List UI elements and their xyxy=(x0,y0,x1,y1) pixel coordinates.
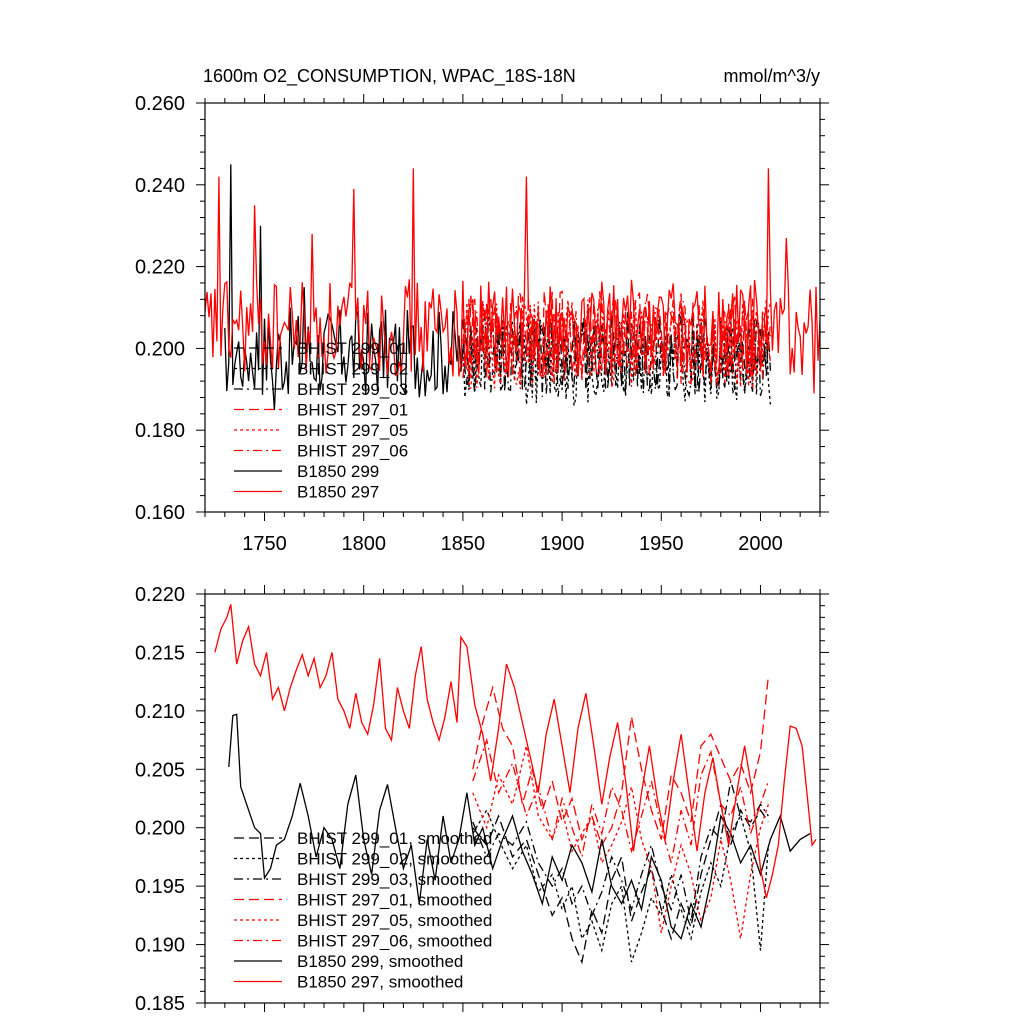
legend-label: B1850 299, smoothed xyxy=(297,952,463,971)
top-panel: 1600m O2_CONSUMPTION, WPAC_18S-18N mmol/… xyxy=(135,66,829,555)
legend-label: BHIST 299_01, smoothed xyxy=(297,829,492,848)
plot-frame xyxy=(204,593,821,1004)
y-tick-label: 0.200 xyxy=(135,338,185,360)
x-tick-label: 1950 xyxy=(639,533,684,555)
chart-title: 1600m O2_CONSUMPTION, WPAC_18S-18N xyxy=(203,66,576,87)
legend-label: BHIST 297_06, smoothed xyxy=(297,932,492,951)
legend-label: BHIST 297_01, smoothed xyxy=(297,891,492,910)
legend-item-b1850-297-smoothed: B1850 297, smoothed xyxy=(234,973,463,992)
legend-item-bhist-297-01: BHIST 297_01 xyxy=(234,401,408,420)
legend-item-bhist-299-03: BHIST 299_03 xyxy=(234,380,408,399)
y-tick-label: 0.205 xyxy=(135,759,185,781)
bottom-series-group xyxy=(214,604,817,965)
series-line-b1850-297 xyxy=(205,168,820,394)
x-tick-label: 2000 xyxy=(738,533,783,555)
legend-label: BHIST 297_01 xyxy=(297,401,408,420)
y-tick-label: 0.220 xyxy=(135,584,185,606)
legend-label: B1850 299 xyxy=(297,462,379,481)
series-line-bhist-299-01-smoothed xyxy=(472,801,769,965)
bottom-axes: 0.185 0.190 0.195 0.200 0.205 0.210 0.215 0.220 xyxy=(135,584,829,1015)
y-tick-label: 0.190 xyxy=(135,935,185,957)
x-tick-label: 1850 xyxy=(441,533,486,555)
series-line-bhist-299-03 xyxy=(462,316,772,398)
series-line-b1850-299-smoothed xyxy=(228,713,811,941)
y-tick-label: 0.200 xyxy=(135,818,185,840)
series-line-bhist-297-05-smoothed xyxy=(472,745,770,939)
legend-label: B1850 297 xyxy=(297,483,379,502)
series-line-b1850-297-smoothed xyxy=(214,604,817,898)
legend-item-bhist-297-05-smoothed: BHIST 297_05, smoothed xyxy=(234,911,492,930)
series-line-bhist-297-06-smoothed xyxy=(472,737,770,863)
series-line-bhist-299-02 xyxy=(462,315,772,406)
legend-item-bhist-299-01: BHIST 299_01 xyxy=(234,339,408,358)
legend-label: B1850 297, smoothed xyxy=(297,973,463,992)
y-tick-label: 0.240 xyxy=(135,175,185,197)
series-line-bhist-299-02-smoothed xyxy=(472,808,770,963)
bottom-legend: BHIST 299_01, smoothed BHIST 299_02, smoo… xyxy=(234,829,492,992)
legend-item-bhist-297-05: BHIST 297_05 xyxy=(234,421,408,440)
legend-item-bhist-297-06: BHIST 297_06 xyxy=(234,442,408,461)
x-tick-label: 1900 xyxy=(540,533,585,555)
legend-item-bhist-297-06-smoothed: BHIST 297_06, smoothed xyxy=(234,932,492,951)
top-axes: 1750 1800 1850 1900 1950 2000 0.160 0.180 0.200 0… xyxy=(135,93,829,555)
y-tick-label: 0.180 xyxy=(135,420,185,442)
y-tick-label: 0.160 xyxy=(135,502,185,524)
top-series-group xyxy=(205,164,820,410)
y-tick-label: 0.215 xyxy=(135,642,185,664)
legend-label: BHIST 297_05 xyxy=(297,421,408,440)
y-tick-label: 0.210 xyxy=(135,701,185,723)
y-tick-label: 0.195 xyxy=(135,876,185,898)
legend-item-bhist-299-01-smoothed: BHIST 299_01, smoothed xyxy=(234,829,492,848)
legend-label: BHIST 297_05, smoothed xyxy=(297,911,492,930)
plot-frame xyxy=(204,102,821,513)
legend-item-bhist-299-02: BHIST 299_02 xyxy=(234,360,408,379)
x-tick-label: 1800 xyxy=(341,533,386,555)
series-line-bhist-299-03-smoothed xyxy=(472,780,769,922)
legend-item-bhist-297-01-smoothed: BHIST 297_01, smoothed xyxy=(234,891,492,910)
y-tick-label: 0.185 xyxy=(135,993,185,1015)
legend-label: BHIST 299_02, smoothed xyxy=(297,850,492,869)
legend-item-b1850-299-smoothed: B1850 299, smoothed xyxy=(234,952,463,971)
bottom-panel: 0.185 0.190 0.195 0.200 0.205 0.210 0.215 0.220… xyxy=(135,584,829,1015)
y-tick-label: 0.220 xyxy=(135,257,185,279)
legend-label: BHIST 299_03 xyxy=(297,380,408,399)
legend-label: BHIST 299_02 xyxy=(297,360,408,379)
legend-label: BHIST 297_06 xyxy=(297,442,408,461)
legend-item-bhist-299-02-smoothed: BHIST 299_02, smoothed xyxy=(234,850,492,869)
legend-item-b1850-299: B1850 299 xyxy=(234,462,379,481)
x-tick-label: 1750 xyxy=(242,533,287,555)
legend-label: BHIST 299_03, smoothed xyxy=(297,870,492,889)
y-tick-label: 0.260 xyxy=(135,93,185,115)
legend-item-bhist-299-03-smoothed: BHIST 299_03, smoothed xyxy=(234,870,492,889)
chart-units: mmol/m^3/y xyxy=(724,66,820,86)
legend-label: BHIST 299_01 xyxy=(297,339,408,358)
legend-item-b1850-297: B1850 297 xyxy=(234,483,379,502)
